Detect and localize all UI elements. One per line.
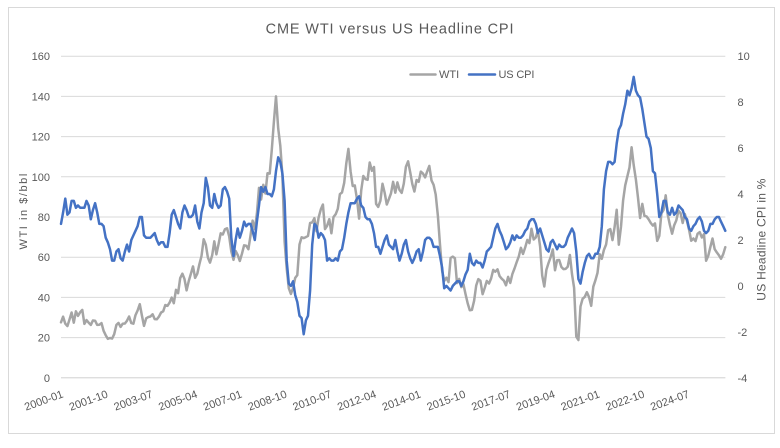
svg-text:80: 80 bbox=[38, 212, 50, 224]
svg-text:60: 60 bbox=[38, 252, 50, 264]
svg-text:140: 140 bbox=[32, 91, 50, 103]
svg-text:US CPI: US CPI bbox=[499, 69, 535, 81]
svg-text:0: 0 bbox=[44, 373, 50, 385]
svg-text:10: 10 bbox=[738, 51, 750, 63]
svg-text:WTI in $/bbl: WTI in $/bbl bbox=[18, 172, 30, 249]
svg-text:4: 4 bbox=[738, 189, 744, 201]
svg-text:CME WTI versus US Headline CPI: CME WTI versus US Headline CPI bbox=[266, 22, 515, 38]
svg-text:0: 0 bbox=[738, 281, 744, 293]
svg-text:-2: -2 bbox=[738, 327, 748, 339]
svg-text:-4: -4 bbox=[738, 373, 748, 385]
svg-text:20: 20 bbox=[38, 333, 50, 345]
svg-text:100: 100 bbox=[32, 172, 50, 184]
svg-text:8: 8 bbox=[738, 97, 744, 109]
svg-text:6: 6 bbox=[738, 143, 744, 155]
svg-text:120: 120 bbox=[32, 132, 50, 144]
svg-text:40: 40 bbox=[38, 292, 50, 304]
svg-text:2: 2 bbox=[738, 235, 744, 247]
svg-text:US Headline CPI in %: US Headline CPI in % bbox=[755, 178, 769, 300]
svg-text:WTI: WTI bbox=[439, 69, 459, 81]
svg-text:160: 160 bbox=[32, 51, 50, 63]
